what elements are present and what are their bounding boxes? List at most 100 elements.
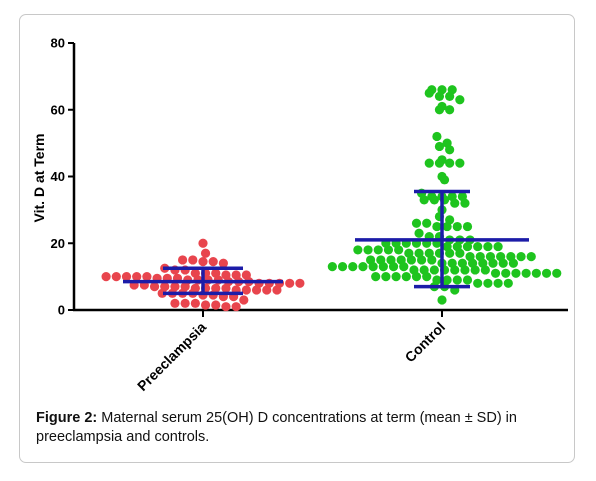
data-point (295, 278, 305, 288)
data-point (490, 268, 501, 278)
data-point (429, 265, 439, 275)
data-point (473, 241, 483, 252)
data-point (221, 283, 231, 293)
data-point (381, 272, 391, 282)
caption-text: Maternal serum 25(OH) D concentrations a… (36, 410, 517, 445)
data-point (394, 245, 404, 255)
data-point (455, 158, 465, 168)
data-point (353, 245, 363, 255)
data-point (511, 268, 521, 278)
y-tick-label: 80 (51, 36, 65, 51)
data-point (383, 245, 394, 255)
data-point (170, 298, 180, 308)
data-point (388, 262, 399, 272)
data-point (450, 198, 460, 208)
data-point (157, 288, 167, 298)
data-point (190, 298, 200, 308)
data-point (132, 272, 142, 282)
data-point (488, 258, 498, 268)
data-point (422, 272, 432, 282)
data-point (368, 262, 378, 272)
data-point (445, 105, 455, 115)
data-point (439, 175, 450, 185)
data-point (285, 278, 295, 288)
data-point (434, 141, 445, 152)
data-point (149, 282, 160, 292)
data-point (401, 272, 411, 282)
data-point (531, 268, 541, 278)
data-point (445, 145, 455, 155)
axes: 0 20 40 60 80 Preeclampsia Control (51, 36, 568, 394)
data-point (434, 105, 445, 115)
data-point (411, 272, 422, 282)
data-point (373, 245, 383, 255)
data-point (198, 257, 208, 267)
data-point (460, 198, 470, 208)
data-points (101, 85, 562, 312)
data-point (473, 278, 483, 288)
data-point (221, 302, 231, 312)
data-point (462, 275, 473, 285)
data-point (417, 255, 427, 265)
data-point (111, 272, 121, 282)
x-tick-label: Preeclampsia (134, 319, 209, 394)
error-bars (123, 189, 529, 296)
data-point (422, 218, 432, 228)
data-point (437, 295, 447, 305)
data-point (552, 268, 562, 278)
data-point (211, 300, 221, 310)
data-point (445, 91, 455, 101)
data-point (445, 248, 455, 258)
data-point (429, 195, 439, 205)
data-point (231, 302, 241, 312)
data-point (460, 265, 470, 275)
data-point (262, 285, 272, 295)
data-point (526, 252, 536, 262)
data-point (391, 272, 401, 282)
data-point (432, 131, 442, 142)
data-point (498, 258, 508, 268)
x-tick-label: Control (402, 319, 449, 366)
data-point (208, 257, 218, 267)
y-tick-label: 20 (51, 236, 65, 251)
data-point (142, 272, 152, 282)
data-point (462, 241, 473, 252)
data-point (251, 285, 262, 295)
data-point (445, 158, 455, 168)
data-point (424, 88, 434, 98)
data-point (378, 262, 388, 272)
data-point (434, 158, 445, 168)
data-point (462, 221, 473, 232)
data-point (424, 158, 434, 168)
data-point (241, 285, 251, 295)
data-point (358, 262, 368, 272)
caption-label: Figure 2: (36, 410, 98, 426)
data-point (493, 278, 503, 288)
data-point (432, 221, 442, 232)
dot-plot-chart: 0 20 40 60 80 Preeclampsia Control Vit. D at T… (31, 36, 568, 394)
data-point (508, 258, 518, 268)
data-point (188, 255, 198, 265)
data-point (501, 268, 511, 278)
data-point (419, 195, 429, 205)
data-point (452, 275, 462, 285)
data-point (470, 265, 480, 275)
data-point (442, 221, 452, 232)
data-point (414, 228, 424, 238)
data-point (200, 300, 211, 310)
data-point (327, 262, 337, 272)
data-point (427, 255, 437, 265)
data-point (180, 298, 190, 308)
data-point (121, 272, 132, 282)
data-point (178, 255, 188, 265)
data-point (348, 262, 358, 272)
data-point (483, 278, 493, 288)
data-point (101, 272, 111, 282)
data-point (450, 265, 460, 275)
data-point (455, 95, 465, 105)
data-point (452, 221, 462, 232)
data-point (198, 238, 208, 248)
data-point (480, 265, 490, 275)
data-point (399, 262, 409, 272)
y-tick-label: 60 (51, 102, 65, 117)
